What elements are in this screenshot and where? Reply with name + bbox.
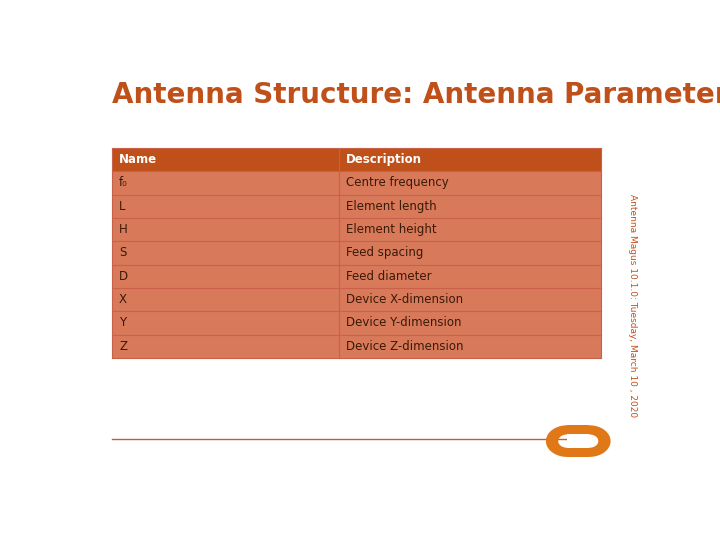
- Text: X: X: [119, 293, 127, 306]
- FancyBboxPatch shape: [112, 335, 600, 358]
- PathPatch shape: [546, 426, 588, 457]
- FancyBboxPatch shape: [112, 194, 600, 218]
- Text: Feed spacing: Feed spacing: [346, 246, 423, 259]
- Text: Antenna Structure: Antenna Parameters: Antenna Structure: Antenna Parameters: [112, 82, 720, 110]
- Text: Device X-dimension: Device X-dimension: [346, 293, 463, 306]
- Text: Name: Name: [119, 153, 157, 166]
- FancyBboxPatch shape: [112, 311, 600, 335]
- Text: Z: Z: [119, 340, 127, 353]
- FancyBboxPatch shape: [112, 241, 600, 265]
- FancyBboxPatch shape: [112, 171, 600, 194]
- FancyBboxPatch shape: [112, 218, 600, 241]
- FancyBboxPatch shape: [567, 448, 590, 457]
- FancyBboxPatch shape: [567, 435, 590, 448]
- Text: f₀: f₀: [119, 177, 127, 190]
- FancyBboxPatch shape: [112, 288, 600, 311]
- Text: Element length: Element length: [346, 200, 436, 213]
- FancyBboxPatch shape: [112, 265, 600, 288]
- Text: Centre frequency: Centre frequency: [346, 177, 449, 190]
- Text: Feed diameter: Feed diameter: [346, 270, 432, 283]
- Text: S: S: [119, 246, 127, 259]
- FancyBboxPatch shape: [567, 426, 590, 435]
- Text: Description: Description: [346, 153, 422, 166]
- Text: Antenna Magus 10.1.0: Tuesday, March 10 , 2020: Antenna Magus 10.1.0: Tuesday, March 10 …: [628, 194, 637, 417]
- FancyBboxPatch shape: [112, 148, 600, 171]
- Text: Element height: Element height: [346, 223, 436, 236]
- Text: H: H: [119, 223, 127, 236]
- Text: Device Y-dimension: Device Y-dimension: [346, 316, 462, 329]
- Text: Y: Y: [119, 316, 126, 329]
- Text: D: D: [119, 270, 128, 283]
- Text: L: L: [119, 200, 125, 213]
- Text: Device Z-dimension: Device Z-dimension: [346, 340, 464, 353]
- PathPatch shape: [568, 426, 611, 457]
